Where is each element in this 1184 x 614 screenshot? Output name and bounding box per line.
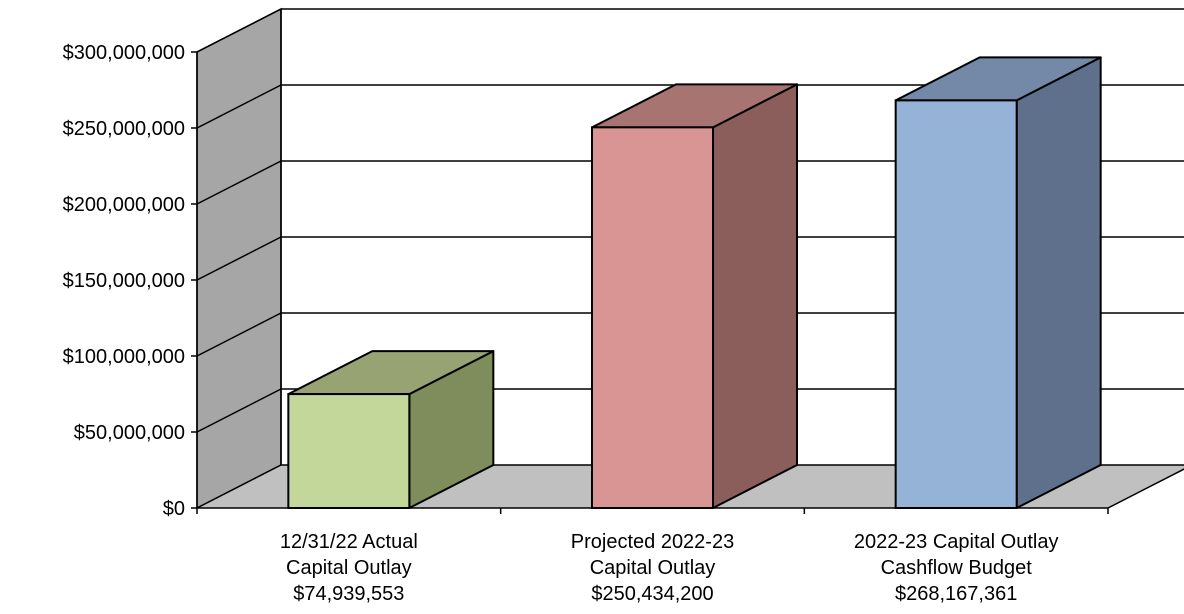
y-tick-label-1: $50,000,000 [74, 422, 185, 444]
x-label-2-line-0: 2022-23 Capital Outlay [854, 531, 1059, 553]
x-label-1-line-2: $250,434,200 [591, 583, 713, 605]
gridline-side-5 [196, 84, 282, 129]
bar-1 [591, 83, 798, 509]
x-axis-labels: 12/31/22 Actual Capital Outlay $74,939,553… [280, 531, 1059, 605]
bar-2-front [894, 99, 1018, 509]
x-label-1-line-1: Capital Outlay [590, 557, 716, 579]
x-label-2-line-1: Cashflow Budget [881, 557, 1033, 579]
y-tick-label-6: $300,000,000 [63, 42, 185, 64]
bar-0-front [287, 393, 411, 510]
x-label-0-line-0: 12/31/22 Actual [280, 531, 418, 553]
bar-1-front [591, 126, 714, 509]
y-tick-label-5: $250,000,000 [63, 118, 185, 140]
y-tick-label-0: $0 [163, 498, 185, 520]
bars [287, 56, 1102, 510]
y-tick-label-3: $150,000,000 [63, 270, 185, 292]
bar-2 [894, 56, 1102, 509]
bar-2-side [1015, 56, 1102, 509]
gridline-side-4 [196, 160, 282, 205]
gridline-side-6 [196, 8, 282, 53]
y-axis: $0 $50,000,000 $100,000,000 $150,000,000 $20… [63, 42, 1109, 520]
bar-0 [287, 350, 495, 510]
y-tick-label-4: $200,000,000 [63, 194, 185, 216]
gridline-side-1 [196, 388, 282, 433]
x-label-1-line-0: Projected 2022-23 [571, 531, 734, 553]
x-label-0-line-2: $74,939,553 [293, 583, 404, 605]
bar-1-side [712, 83, 798, 509]
gridline-side-3 [196, 236, 282, 281]
y-tick-label-2: $100,000,000 [63, 346, 185, 368]
x-label-2-line-2: $268,167,361 [895, 583, 1017, 605]
x-label-0-line-1: Capital Outlay [286, 557, 412, 579]
gridline-side-2 [196, 312, 282, 357]
